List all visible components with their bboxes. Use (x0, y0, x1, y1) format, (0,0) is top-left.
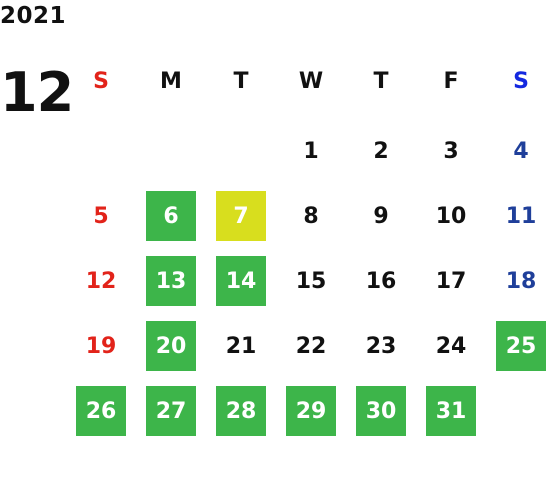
day-cell[interactable]: 28 (206, 385, 276, 437)
day-number: 21 (225, 333, 257, 359)
day-number: 4 (513, 138, 529, 164)
day-cell[interactable]: 22 (276, 320, 346, 372)
day-cell[interactable]: 25 (486, 320, 548, 372)
day-number: 19 (85, 333, 117, 359)
day-number: 7 (216, 191, 266, 241)
day-cell[interactable]: 16 (346, 255, 416, 307)
year-label: 2021 (0, 3, 67, 29)
day-cell[interactable]: 29 (276, 385, 346, 437)
day-cell[interactable]: 1 (276, 125, 346, 177)
day-cell[interactable]: 18 (486, 255, 548, 307)
day-cell[interactable]: 6 (136, 190, 206, 242)
day-number: 29 (286, 386, 336, 436)
day-cell[interactable]: 7 (206, 190, 276, 242)
day-number (496, 386, 546, 436)
day-cell[interactable]: 24 (416, 320, 486, 372)
day-number (76, 126, 126, 176)
empty-day-cell (66, 125, 136, 177)
day-cell[interactable]: 10 (416, 190, 486, 242)
day-number: 14 (216, 256, 266, 306)
empty-day-cell (486, 385, 548, 437)
day-number: 1 (303, 138, 319, 164)
day-number: 10 (435, 203, 467, 229)
day-cell[interactable]: 11 (486, 190, 548, 242)
day-number: 15 (295, 268, 327, 294)
day-number: 27 (146, 386, 196, 436)
weekday-wednesday: W (298, 68, 324, 94)
week-row: 12 13 14 15 16 17 18 (66, 255, 548, 307)
day-cell[interactable]: 15 (276, 255, 346, 307)
day-cell[interactable]: 8 (276, 190, 346, 242)
day-cell[interactable]: 21 (206, 320, 276, 372)
day-cell[interactable]: 19 (66, 320, 136, 372)
day-cell[interactable]: 9 (346, 190, 416, 242)
week-row: 19 20 21 22 23 24 25 (66, 320, 548, 372)
day-cell[interactable]: 26 (66, 385, 136, 437)
week-row: 1 2 3 4 (66, 125, 548, 177)
day-number: 8 (303, 203, 319, 229)
day-number: 26 (76, 386, 126, 436)
empty-day-cell (136, 125, 206, 177)
day-number: 12 (85, 268, 117, 294)
day-number: 20 (146, 321, 196, 371)
day-cell[interactable]: 3 (416, 125, 486, 177)
week-row: 26 27 28 29 30 31 (66, 385, 548, 437)
day-number: 2 (373, 138, 389, 164)
day-number: 3 (443, 138, 459, 164)
weekday-sunday: S (93, 68, 109, 94)
day-number: 30 (356, 386, 406, 436)
day-number: 23 (365, 333, 397, 359)
day-number (216, 126, 266, 176)
day-cell[interactable]: 5 (66, 190, 136, 242)
day-number (146, 126, 196, 176)
weekday-saturday: S (513, 68, 529, 94)
day-number: 24 (435, 333, 467, 359)
month-label: 12 (0, 61, 74, 124)
day-cell[interactable]: 23 (346, 320, 416, 372)
day-cell[interactable]: 13 (136, 255, 206, 307)
weekday-friday: F (443, 68, 459, 94)
day-cell[interactable]: 30 (346, 385, 416, 437)
day-number: 22 (295, 333, 327, 359)
day-number: 11 (505, 203, 537, 229)
day-number: 18 (505, 268, 537, 294)
weekday-thursday: T (373, 68, 389, 94)
day-number: 17 (435, 268, 467, 294)
day-number: 6 (146, 191, 196, 241)
day-cell[interactable]: 17 (416, 255, 486, 307)
day-cell[interactable]: 14 (206, 255, 276, 307)
weekday-monday: M (160, 68, 182, 94)
day-cell[interactable]: 2 (346, 125, 416, 177)
empty-day-cell (206, 125, 276, 177)
day-number: 31 (426, 386, 476, 436)
day-cell[interactable]: 12 (66, 255, 136, 307)
day-cell[interactable]: 31 (416, 385, 486, 437)
weekday-header: S M T W T F S (66, 55, 548, 107)
day-number: 25 (496, 321, 546, 371)
week-row: 5 6 7 8 9 10 11 (66, 190, 548, 242)
day-number: 9 (373, 203, 389, 229)
day-number: 13 (146, 256, 196, 306)
day-number: 5 (93, 203, 109, 229)
day-cell[interactable]: 20 (136, 320, 206, 372)
weekday-tuesday: T (233, 68, 249, 94)
day-cell[interactable]: 4 (486, 125, 548, 177)
day-number: 28 (216, 386, 266, 436)
day-cell[interactable]: 27 (136, 385, 206, 437)
day-number: 16 (365, 268, 397, 294)
